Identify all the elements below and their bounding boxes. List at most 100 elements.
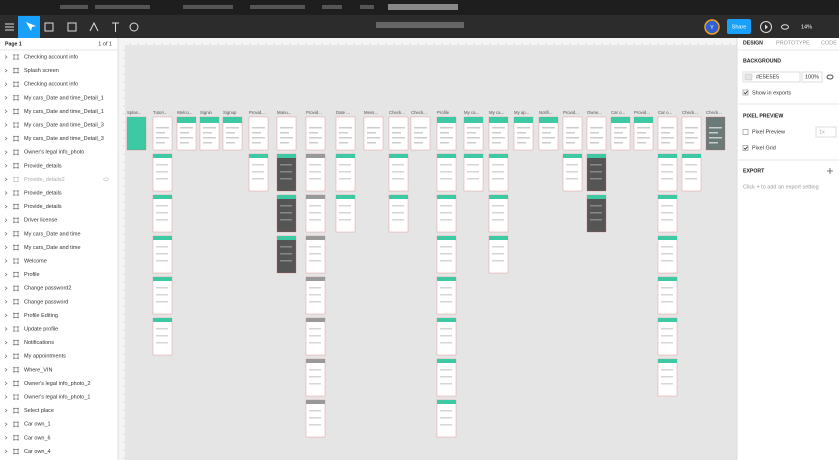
expand-arrow[interactable] bbox=[4, 96, 8, 100]
frame-label[interactable]: Tutori... bbox=[153, 110, 167, 115]
expand-arrow[interactable] bbox=[4, 82, 8, 86]
opacity-value[interactable]: 100% bbox=[805, 74, 819, 80]
frame-label[interactable]: My ca... bbox=[464, 110, 479, 115]
frame-label[interactable]: Notifi... bbox=[539, 110, 552, 115]
checkbox[interactable] bbox=[742, 89, 749, 96]
expand-arrow[interactable] bbox=[4, 218, 8, 222]
expand-arrow[interactable] bbox=[4, 340, 8, 345]
layer-name[interactable]: My cars_Date and time_Detail_3 bbox=[24, 136, 104, 142]
expand-arrow[interactable] bbox=[4, 327, 8, 331]
expand-arrow[interactable] bbox=[4, 245, 8, 250]
tab[interactable]: CODE bbox=[821, 40, 837, 46]
expand-arrow[interactable] bbox=[4, 164, 8, 168]
layer-name[interactable]: My cars_Date and time bbox=[24, 231, 81, 237]
frame-label[interactable]: Mess... bbox=[364, 110, 378, 115]
layer-name[interactable]: Provide_details bbox=[24, 204, 62, 210]
checkbox[interactable] bbox=[742, 145, 749, 151]
layer-name[interactable]: Car own_4 bbox=[24, 449, 51, 455]
layer-name[interactable]: Car own_1 bbox=[24, 422, 51, 428]
expand-arrow[interactable] bbox=[4, 422, 8, 426]
frame-label[interactable]: Profile bbox=[437, 110, 450, 115]
expand-arrow[interactable] bbox=[4, 381, 8, 386]
layer-name[interactable]: Checking account info bbox=[24, 82, 78, 88]
color-swatch[interactable] bbox=[744, 73, 753, 81]
layer-name[interactable]: Owner's legal info_photo_2 bbox=[24, 381, 90, 387]
layer-name[interactable]: Welcome bbox=[24, 258, 47, 264]
layer-name[interactable]: My cars_Date and time_Detail_3 bbox=[24, 122, 104, 128]
color-field[interactable] bbox=[742, 71, 801, 83]
add-export[interactable] bbox=[827, 168, 833, 174]
expand-arrow[interactable] bbox=[4, 354, 8, 358]
frame-label[interactable]: Check... bbox=[706, 110, 722, 115]
opacity-field[interactable] bbox=[801, 71, 823, 83]
zoom-level[interactable]: 14% bbox=[801, 24, 812, 30]
expand-arrow[interactable] bbox=[4, 286, 8, 290]
hidden-icon[interactable] bbox=[103, 177, 109, 182]
scale-value[interactable]: 1x bbox=[819, 129, 825, 135]
layer-name[interactable]: Change password bbox=[24, 299, 68, 305]
expand-arrow[interactable] bbox=[4, 313, 8, 318]
expand-arrow[interactable] bbox=[4, 300, 8, 304]
expand-arrow[interactable] bbox=[4, 408, 8, 413]
frame-label[interactable]: Splas... bbox=[127, 110, 141, 115]
frame-label[interactable]: Car o... bbox=[611, 110, 625, 115]
layer-name[interactable]: Checking account info bbox=[24, 54, 78, 60]
expand-arrow[interactable] bbox=[4, 232, 8, 236]
layer-name[interactable]: Car own_6 bbox=[24, 435, 51, 441]
frame-label[interactable]: Provid... bbox=[634, 110, 650, 115]
frame-label[interactable]: Car o... bbox=[658, 110, 672, 115]
layer-name[interactable]: Profile bbox=[24, 272, 40, 278]
page-title[interactable]: Page 1 bbox=[5, 41, 22, 47]
expand-arrow[interactable] bbox=[4, 177, 8, 182]
layer-name[interactable]: Driver license bbox=[24, 218, 57, 224]
view-icon[interactable] bbox=[781, 24, 789, 30]
frame-label[interactable]: Provid... bbox=[249, 110, 265, 115]
present-button[interactable] bbox=[760, 21, 772, 33]
layer-name[interactable]: Update profile bbox=[24, 326, 58, 332]
layer-name[interactable]: Notifications bbox=[24, 340, 54, 346]
frame-label[interactable]: Welco... bbox=[177, 110, 192, 115]
layer-name[interactable]: Splash screen bbox=[24, 68, 59, 74]
expand-arrow[interactable] bbox=[4, 55, 8, 59]
layer-name[interactable]: Change password2 bbox=[24, 286, 71, 292]
share-button[interactable] bbox=[727, 19, 751, 34]
expand-arrow[interactable] bbox=[4, 395, 8, 399]
frame-label[interactable]: Check... bbox=[389, 110, 405, 115]
canvas[interactable] bbox=[118, 38, 737, 460]
layer-name[interactable]: My cars_Date and time_Detail_1 bbox=[24, 109, 104, 115]
layer-name[interactable]: Owner's legal info_photo bbox=[24, 150, 84, 156]
expand-arrow[interactable] bbox=[4, 368, 8, 372]
tab[interactable]: PROTOTYPE bbox=[776, 40, 810, 46]
checkbox[interactable] bbox=[742, 129, 749, 135]
frame-label[interactable]: Check... bbox=[411, 110, 427, 115]
expand-arrow[interactable] bbox=[4, 191, 8, 195]
layer-name[interactable]: My appointments bbox=[24, 354, 66, 360]
layer-name[interactable]: Provide_details2 bbox=[24, 177, 65, 183]
expand-arrow[interactable] bbox=[4, 123, 8, 127]
layer-name[interactable]: My cars_Date and time bbox=[24, 245, 81, 251]
expand-arrow[interactable] bbox=[4, 150, 8, 154]
frame-label[interactable]: Owne... bbox=[587, 110, 602, 115]
frame-label[interactable]: Manu... bbox=[277, 110, 291, 115]
avatar[interactable] bbox=[704, 19, 720, 35]
layer-name[interactable]: Provide_details bbox=[24, 163, 62, 169]
layer-name[interactable]: Where_VIN bbox=[24, 367, 52, 373]
frame-label[interactable]: Check... bbox=[682, 110, 698, 115]
frame-label[interactable]: My ap... bbox=[514, 110, 529, 115]
color-hex[interactable]: #E5E5E5 bbox=[756, 74, 779, 80]
expand-arrow[interactable] bbox=[4, 272, 8, 277]
frame-label[interactable]: My ca... bbox=[489, 110, 504, 115]
frame-label[interactable]: Date ... bbox=[336, 110, 350, 115]
visibility-icon[interactable] bbox=[826, 74, 834, 80]
expand-arrow[interactable] bbox=[4, 436, 8, 440]
layer-name[interactable]: Select place bbox=[24, 408, 54, 414]
expand-arrow[interactable] bbox=[4, 204, 8, 209]
frame-label[interactable]: Provid... bbox=[563, 110, 579, 115]
frame-label[interactable]: Signin bbox=[200, 110, 213, 115]
layer-name[interactable]: My cars_Date and time_Detail_1 bbox=[24, 95, 104, 101]
expand-arrow[interactable] bbox=[4, 259, 8, 263]
layer-name[interactable]: Provide_details bbox=[24, 190, 62, 196]
scale-dropdown[interactable] bbox=[815, 126, 837, 138]
frame-label[interactable]: Provid... bbox=[306, 110, 322, 115]
frame-label[interactable]: Signup bbox=[223, 110, 237, 115]
